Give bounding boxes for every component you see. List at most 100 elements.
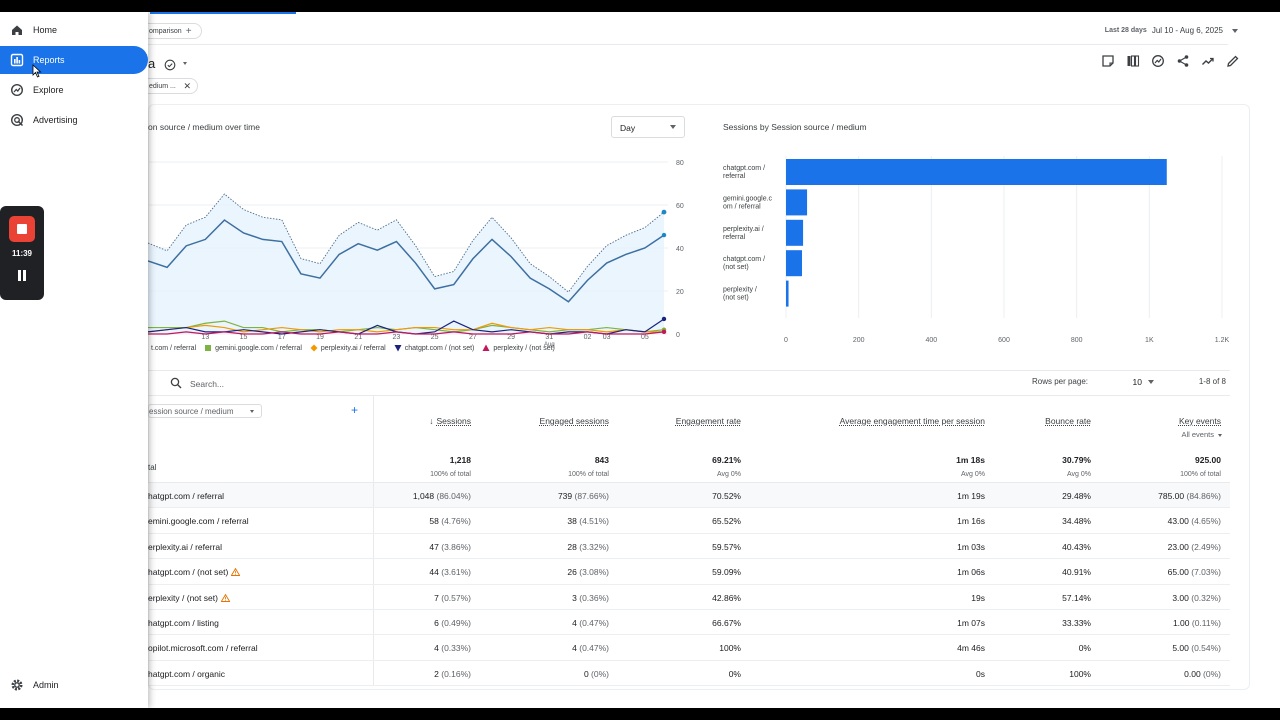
metric-cell: 40.91% <box>1062 567 1091 578</box>
metric-cell: 59.09% <box>712 567 741 578</box>
title-dropdown-icon[interactable] <box>183 62 187 65</box>
trending-icon[interactable] <box>1201 54 1215 68</box>
x-tick-label: 29 <box>507 334 515 341</box>
rows-per-page-label: Rows per page: <box>1031 377 1088 386</box>
search-area[interactable]: Search... <box>170 377 224 391</box>
explore-report-icon[interactable] <box>1151 54 1165 68</box>
warning-icon[interactable] <box>231 568 241 577</box>
granularity-select[interactable]: Day <box>611 116 685 138</box>
column-total-subtext: Avg 0% <box>717 471 741 478</box>
sidebar-item-explore[interactable]: Explore <box>0 76 148 104</box>
legend-swatch-icon <box>205 345 212 351</box>
legend-item[interactable]: t.com / referral <box>148 344 196 352</box>
metric-cell: 43.00 (4.65%) <box>1167 516 1221 527</box>
category-label: chatgpt.com / <box>723 165 765 172</box>
comparison-end-point <box>661 209 667 215</box>
column-header[interactable]: Average engagement time per session <box>840 416 985 426</box>
insights-icon[interactable] <box>1101 54 1115 68</box>
metric-cell: 100% <box>719 643 741 654</box>
x-tick-label: 31 <box>545 334 553 341</box>
dimension-header: ession source / medium <box>149 407 234 416</box>
table-row[interactable]: opilot.microsoft.com / referral 4 (0.33%)… <box>148 635 1230 661</box>
share-icon[interactable] <box>1176 54 1190 68</box>
metric-cell: 4 (0.47%) <box>572 643 609 654</box>
table-row[interactable]: hatgpt.com / (not set) 44 (3.61%) 26 (3.08… <box>148 559 1230 585</box>
add-comparison-chip[interactable]: omparison + <box>140 23 202 39</box>
dimension-cell: opilot.microsoft.com / referral <box>148 643 258 654</box>
x-tick-label: 1K <box>1145 337 1154 344</box>
column-total-subtext: 100% of total <box>430 471 471 478</box>
legend-item[interactable]: perplexity / (not set) <box>482 344 555 352</box>
metric-cell: 0% <box>728 668 741 679</box>
table-row[interactable]: emini.google.com / referral 58 (4.76%) 38 … <box>148 508 1230 534</box>
chevron-down-icon[interactable] <box>1148 380 1154 384</box>
bar[interactable] <box>786 250 802 277</box>
legend-item[interactable]: gemini.google.com / referral <box>204 344 302 352</box>
column-header[interactable]: Engaged sessions <box>540 416 609 426</box>
date-range-picker[interactable]: Last 28 days Jul 10 - Aug 6, 2025 <box>1105 26 1238 35</box>
compare-columns-icon[interactable] <box>1126 54 1140 68</box>
pause-icon[interactable] <box>17 270 27 282</box>
metric-cell: 2 (0.16%) <box>434 668 471 679</box>
x-month-label: Aug <box>544 342 555 348</box>
bar[interactable] <box>786 219 804 246</box>
metric-cell: 58 (4.76%) <box>429 516 471 527</box>
top-progress-accent <box>150 12 296 14</box>
add-dimension-button[interactable]: + <box>351 403 359 417</box>
dimension-select[interactable]: ession source / medium <box>148 404 262 418</box>
dimension-cell: hatgpt.com / (not set) <box>148 567 241 577</box>
chevron-down-icon <box>250 410 254 413</box>
category-label: gemini.google.c <box>723 195 773 202</box>
legend-label: t.com / referral <box>151 344 197 352</box>
legend-item[interactable]: chatgpt.com / (not set) <box>394 344 474 352</box>
sidebar-item-reports[interactable]: Reports <box>0 46 148 74</box>
sidebar-item-label: Reports <box>33 55 65 65</box>
y-tick-label: 0 <box>676 332 680 339</box>
sidebar: Home Reports Explore Advertising Admin <box>0 12 148 708</box>
date-range-prefix: Last 28 days <box>1104 27 1147 34</box>
metric-cell: 70.52% <box>712 491 741 501</box>
search-input[interactable]: Search... <box>190 379 225 389</box>
chevron-down-icon <box>670 125 676 129</box>
close-icon[interactable]: ✕ <box>183 80 191 91</box>
column-header[interactable]: Bounce rate <box>1045 416 1091 426</box>
x-tick-label: 02 <box>584 334 592 341</box>
check-circle-icon[interactable] <box>164 58 176 76</box>
column-header[interactable]: ↓ Sessions <box>429 416 471 426</box>
legend-swatch-icon <box>394 345 402 352</box>
stop-recording-button[interactable] <box>9 216 35 242</box>
edit-icon[interactable] <box>1226 54 1240 68</box>
bar[interactable] <box>786 189 808 216</box>
dimension-cell: hatgpt.com / referral <box>148 491 225 501</box>
table-row[interactable]: hatgpt.com / listing 6 (0.49%) 4 (0.47%) 66… <box>148 609 1230 636</box>
table-row[interactable]: hatgpt.com / referral 1,048 (86.04%) 739 (… <box>148 483 1230 509</box>
legend-item[interactable]: perplexity.ai / referral <box>310 344 386 352</box>
line-chart-title: on source / medium over time <box>148 122 260 132</box>
sidebar-item-label: Advertising <box>33 115 78 125</box>
x-tick-label: 03 <box>603 334 611 341</box>
table-row[interactable]: hatgpt.com / organic 2 (0.16%) 0 (0%) 0% 0s 1… <box>148 660 1230 687</box>
bar[interactable] <box>786 159 1167 185</box>
report-toolbar <box>1101 54 1240 68</box>
column-divider <box>373 660 374 686</box>
metric-cell: 1m 19s <box>957 491 985 501</box>
metric-cell: 59.57% <box>712 541 741 552</box>
sidebar-item-home[interactable]: Home <box>0 16 148 44</box>
sidebar-item-advertising[interactable]: Advertising <box>0 106 148 134</box>
data-table: ession source / medium + tal ↓ Sessions 1… <box>148 395 1230 687</box>
rows-per-page-select[interactable]: 10 <box>1132 377 1142 387</box>
warning-icon[interactable] <box>220 593 230 602</box>
bar[interactable] <box>786 280 789 307</box>
pagination-status: 1-8 of 8 <box>1198 377 1226 386</box>
sidebar-item-admin[interactable]: Admin <box>0 671 148 699</box>
chevron-down-icon <box>1218 433 1222 437</box>
date-range-value: Jul 10 - Aug 6, 2025 <box>1151 26 1223 35</box>
column-total: 30.79% <box>1062 455 1091 465</box>
column-header[interactable]: Key events <box>1179 416 1221 426</box>
key-events-filter[interactable]: All events <box>1181 430 1222 439</box>
recording-timer: 11:39 <box>11 249 33 258</box>
metric-cell: 42.86% <box>712 592 741 603</box>
table-row[interactable]: erplexity.ai / referral 47 (3.86%) 28 (3.3… <box>148 533 1230 560</box>
table-row[interactable]: erplexity / (not set) 7 (0.57%) 3 (0.36%) 4… <box>148 584 1230 610</box>
column-header[interactable]: Engagement rate <box>676 416 741 426</box>
